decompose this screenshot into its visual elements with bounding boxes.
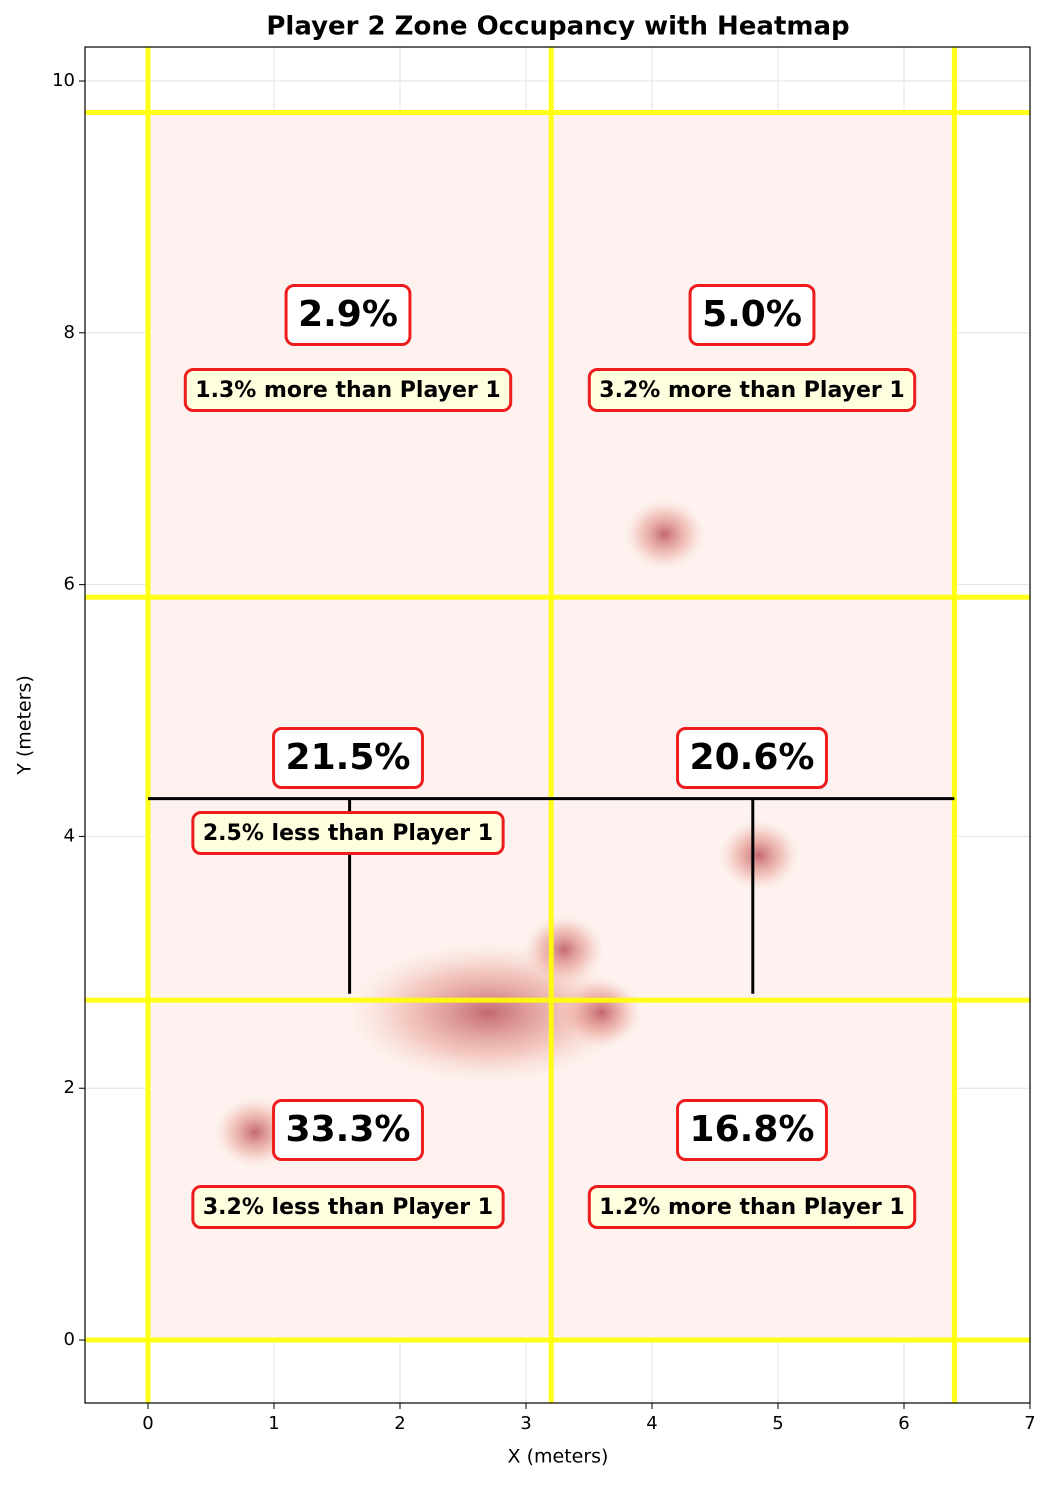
zone-note-box [191, 1185, 505, 1229]
zone-note-text: 3.2% less than Player 1 [203, 1195, 493, 1220]
zone-note-box [587, 368, 917, 412]
y-axis-label: Y (meters) [14, 675, 36, 776]
x-tick-label: 2 [394, 1413, 405, 1434]
zone-share-text: 2.9% [298, 294, 398, 335]
heatmap-hotspot [624, 499, 705, 570]
zone-share-text: 33.3% [286, 1109, 411, 1150]
y-tick-label: 0 [64, 1329, 75, 1350]
x-tick-label: 7 [1024, 1413, 1035, 1434]
zone-share-text: 20.6% [690, 737, 815, 778]
zone-share-box [688, 284, 816, 346]
y-tick-label: 2 [64, 1077, 75, 1098]
heatmap-hotspot [719, 820, 800, 891]
zone-share-text: 16.8% [690, 1109, 815, 1150]
zone-note-text: 1.3% more than Player 1 [195, 378, 500, 403]
y-tick-label: 8 [64, 322, 75, 343]
x-tick-label: 3 [520, 1413, 531, 1434]
zone-share: 33.3% [272, 1099, 424, 1161]
zone-share: 2.9% [284, 284, 412, 346]
x-tick-label: 5 [772, 1413, 783, 1434]
zone-note: 1.2% more than Player 1 [587, 1185, 917, 1229]
zone-share: 21.5% [272, 727, 424, 789]
heatmap-hotspot [523, 914, 604, 985]
zone-note-box [587, 1185, 917, 1229]
zone-note-text: 1.2% more than Player 1 [599, 1195, 904, 1220]
zone-share-box [272, 727, 424, 789]
chart-title: Player 2 Zone Occupancy with Heatmap [266, 12, 849, 42]
zone-note-text: 3.2% more than Player 1 [599, 378, 904, 403]
zone-share-box [676, 727, 828, 789]
zone-note-text: 2.5% less than Player 1 [203, 821, 493, 846]
zone-note: 3.2% less than Player 1 [191, 1185, 505, 1229]
y-tick-label: 4 [64, 825, 75, 846]
y-tick-label: 10 [52, 70, 75, 91]
x-axis-label: X (meters) [508, 1446, 609, 1468]
zone-note: 1.3% more than Player 1 [183, 368, 513, 412]
y-tick-label: 6 [64, 574, 75, 595]
zone-note-box [183, 368, 513, 412]
zone-share: 5.0% [688, 284, 816, 346]
zone-share-box [676, 1099, 828, 1161]
zone-share: 16.8% [676, 1099, 828, 1161]
zone-share-text: 21.5% [286, 737, 411, 778]
x-tick-label: 0 [142, 1413, 153, 1434]
x-tick-label: 4 [646, 1413, 657, 1434]
x-tick-label: 1 [268, 1413, 279, 1434]
zone-note-box [191, 811, 505, 855]
heatmap-hotspot [561, 977, 642, 1048]
zone-note: 3.2% more than Player 1 [587, 368, 917, 412]
zone-share-text: 5.0% [702, 294, 802, 335]
zone-share: 20.6% [676, 727, 828, 789]
zone-share-box [272, 1099, 424, 1161]
zone-note: 2.5% less than Player 1 [191, 811, 505, 855]
plot-frame [84, 46, 1031, 1404]
x-tick-label: 6 [898, 1413, 909, 1434]
zone-share-box [284, 284, 412, 346]
